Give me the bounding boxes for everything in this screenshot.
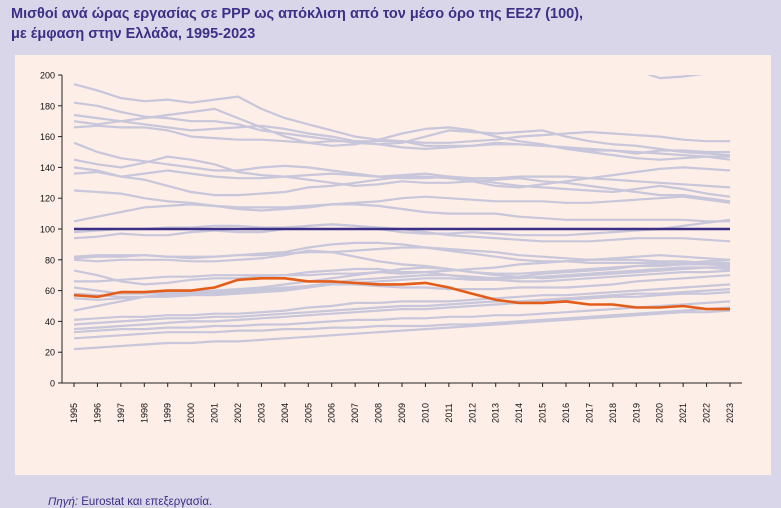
y-tick-label: 60 [45, 286, 55, 296]
x-tick-label: 1995 [69, 403, 79, 423]
series-line-11 [73, 203, 730, 223]
chart-title-line-1: Μισθοί ανά ώρας εργασίας σε PPP ως απόκλ… [11, 6, 584, 22]
series-line-9 [73, 166, 731, 197]
x-tick-label: 2020 [655, 403, 665, 423]
x-tick-label: 2016 [561, 403, 571, 423]
x-tick-label: 2015 [538, 403, 548, 423]
line-chart: 0 20 40 60 80 100 120 140 160 180 200 1995 1996 1997… [40, 71, 742, 423]
series-line-29 [646, 75, 704, 80]
x-tick-label: 2014 [514, 403, 524, 423]
y-tick-label: 140 [40, 163, 55, 173]
x-tick-label: 2010 [420, 403, 430, 423]
series-line-greece [73, 277, 730, 311]
x-tick-label: 2006 [327, 403, 337, 423]
series-line-6 [73, 141, 731, 189]
series-line-15 [73, 241, 731, 268]
series-line-4 [73, 107, 730, 161]
x-tick-label: 2013 [491, 403, 501, 423]
y-tick-label: 200 [40, 71, 55, 81]
source-label: Πηγή: [48, 496, 79, 508]
source-text: Eurostat και επεξεργασία. [78, 496, 213, 508]
x-tick-label: 2002 [233, 403, 243, 423]
y-tick-label: 120 [40, 194, 55, 204]
x-tick-label: 2011 [444, 403, 454, 422]
y-axis-tick-labels: 0 20 40 60 80 100 120 140 160 180 200 [40, 71, 62, 389]
x-tick-label: 2012 [467, 403, 477, 423]
series-line-27 [73, 306, 731, 340]
chart-panel: 0 20 40 60 80 100 120 140 160 180 200 1995 1996 1997… [15, 55, 771, 508]
x-tick-label: 1997 [116, 403, 126, 423]
series-line-26 [73, 300, 731, 334]
series-line-17 [73, 258, 731, 286]
x-axis-tick-labels: 1995 1996 1997 1998 1999 2000 2001 2002 2003 2004… [69, 383, 735, 423]
series-line-18 [74, 254, 731, 283]
x-tick-label: 2021 [678, 403, 688, 423]
series-line-19 [73, 266, 730, 295]
x-tick-label: 2009 [397, 403, 407, 423]
x-tick-label: 1998 [139, 403, 149, 423]
x-tick-label: 2019 [631, 403, 641, 423]
x-tick-label: 2005 [303, 403, 313, 423]
series-line-24 [73, 288, 731, 326]
series-line-21 [73, 269, 731, 301]
source-note: Πηγή: Eurostat και επεξεργασία. [48, 496, 212, 508]
highlight-series-group [73, 227, 730, 311]
y-tick-label: 0 [50, 379, 55, 389]
x-tick-label: 2007 [350, 403, 360, 423]
series-line-22 [73, 274, 731, 312]
y-tick-label: 160 [40, 132, 55, 142]
y-tick-label: 40 [45, 317, 55, 327]
y-tick-label: 20 [45, 348, 55, 358]
x-tick-label: 2017 [584, 403, 594, 423]
series-line-23 [73, 283, 731, 321]
y-tick-label: 80 [45, 255, 55, 265]
x-tick-label: 2004 [280, 403, 290, 423]
chart-title: Μισθοί ανά ώρας εργασίας σε PPP ως απόκλ… [11, 4, 771, 44]
series-line-8 [73, 166, 731, 198]
x-tick-label: 2018 [608, 403, 618, 423]
series-line-28 [73, 309, 731, 351]
chart-title-line-2: με έμφαση στην Ελλάδα, 1995-2023 [11, 26, 256, 42]
series-line-2 [73, 101, 731, 157]
y-tick-label: 180 [40, 101, 55, 111]
x-tick-label: 2001 [210, 403, 220, 423]
x-tick-label: 2000 [186, 403, 196, 423]
x-tick-label: 2023 [725, 403, 735, 423]
x-tick-label: 2008 [374, 403, 384, 423]
series-line-12 [73, 218, 731, 237]
series-line-10 [73, 189, 731, 212]
y-tick-label: 100 [40, 225, 55, 235]
x-tick-label: 2022 [702, 403, 712, 423]
x-tick-label: 1999 [163, 403, 173, 423]
series-line-5 [73, 124, 730, 155]
x-tick-label: 2003 [256, 403, 266, 423]
series-line-25 [73, 291, 731, 331]
x-tick-label: 1996 [92, 403, 102, 423]
